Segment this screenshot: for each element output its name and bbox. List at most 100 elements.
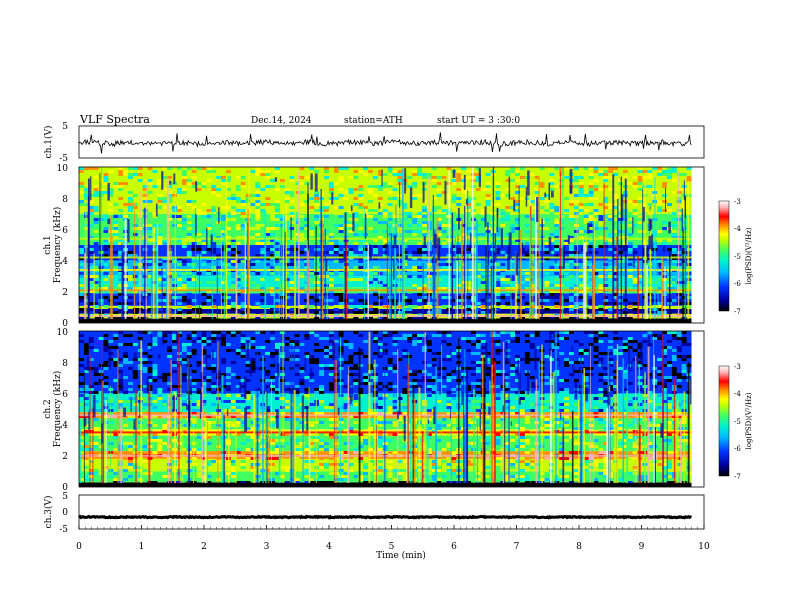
ch1-spectrogram-cell — [598, 167, 604, 170]
ch1-spectrogram-cell — [515, 299, 520, 302]
ch2-spectrogram-cell — [211, 385, 217, 388]
ch1-spectrogram-cell — [226, 170, 231, 173]
ch1-spectrogram-cell — [495, 287, 501, 290]
ch1-spectrogram-cell — [324, 293, 329, 296]
ch2-spectrogram-cell — [676, 403, 682, 406]
ch1-spectrogram-cell — [79, 257, 84, 260]
ch1-spectrogram-cell — [358, 197, 364, 200]
ch1-spectrogram-cell — [181, 260, 187, 263]
ch1-spectrogram-cell — [88, 311, 94, 314]
ch2-spectrogram-cell — [216, 364, 222, 367]
ch1-spectrogram-cell — [681, 173, 687, 176]
ch1-spectrogram-cell — [235, 278, 241, 281]
ch1-spectrogram-cell — [534, 182, 540, 185]
ch2-spectrogram-cell — [93, 400, 99, 403]
ch2-spectrogram-cell — [564, 409, 569, 412]
ch1-spectrogram-cell — [363, 296, 369, 299]
ch2-spectrogram-cell — [436, 373, 442, 376]
ch1-spectrogram-cell — [177, 302, 182, 305]
ch1-spectrogram-cell — [128, 296, 133, 299]
ch2-spectrogram-cell — [98, 403, 104, 406]
ch1-spectrogram-cell — [422, 254, 427, 257]
ch1-spectrogram-cell — [206, 215, 212, 218]
ch1-spectrogram-sferic — [168, 180, 170, 323]
ch1-spectrogram-cell — [118, 239, 124, 242]
ch2-spectrogram-cell — [451, 397, 457, 400]
ch1-spectrogram-cell — [113, 185, 119, 188]
ch2-spectrogram-cell — [83, 367, 89, 370]
ch1-spectrogram-cell — [608, 239, 614, 242]
ch2-spectrogram-cell — [461, 340, 467, 343]
ch1-spectrogram-sferic — [677, 171, 680, 323]
ch1-spectrogram-quiet — [405, 255, 408, 260]
ch1-spectrogram-cell — [118, 176, 124, 179]
ch1-spectrogram-cell — [466, 194, 471, 197]
ch1-spectrogram-cell — [147, 230, 153, 233]
ch1-spectrogram-cell — [294, 296, 300, 299]
ch1-spectrogram-cell — [255, 170, 261, 173]
ch1-spectrogram-cell — [162, 215, 168, 218]
ch2-spectrogram-cell — [324, 334, 329, 337]
ch1-spectrogram-cell — [108, 203, 114, 206]
ch1-spectrogram-cell — [152, 266, 158, 269]
ch2-spectrogram-cell — [172, 370, 177, 373]
ch2-spectrogram-cell — [363, 385, 369, 388]
ch1-spectrogram-cell — [270, 218, 275, 221]
ch2-spectrogram-cell — [505, 373, 511, 376]
ch1-spectrogram-cell — [324, 215, 329, 218]
ch1-spectrogram-cell — [177, 257, 182, 260]
ch1-spectrogram-cell — [250, 191, 256, 194]
ch1-spectrogram-cell — [113, 224, 119, 227]
ch2-spectrogram-cell — [603, 415, 609, 418]
ch2-spectrogram-cell — [412, 376, 418, 379]
ch1-spectrogram-cell — [162, 308, 168, 311]
ch1-spectrogram-sferic — [494, 215, 497, 323]
ch2-spectrogram-cell — [544, 388, 550, 391]
ch1-spectrogram-cell — [608, 215, 614, 218]
ch2-spectrogram-cell — [221, 400, 226, 403]
ch2-spectrogram-cell — [142, 358, 148, 361]
ch2-spectrogram-cell — [230, 403, 236, 406]
ch1-spectrogram-cell — [588, 191, 594, 194]
ch2-spectrogram-cell — [93, 418, 99, 421]
ch1-spectrogram-cell — [255, 233, 261, 236]
ch1-spectrogram-cell — [113, 203, 119, 206]
ch1-spectrogram-cell — [118, 302, 124, 305]
ch1-spectrogram-cell — [618, 245, 623, 248]
ch1-spectrogram-sferic — [386, 223, 388, 323]
ch1-spectrogram-cell — [221, 218, 226, 221]
ch2-spectrogram-cell — [270, 352, 275, 355]
ch2-spectrogram-cell — [245, 406, 251, 409]
ch2-spectrogram-cell — [608, 361, 614, 364]
ch1-spectrogram-cell — [671, 272, 677, 275]
ch1-spectrogram-cell — [573, 284, 579, 287]
ch2-spectrogram-cell — [578, 349, 584, 352]
ch1-spectrogram-cell — [671, 224, 677, 227]
ch1-spectrogram-cell — [510, 212, 516, 215]
ch1-spectrogram-cell — [279, 296, 285, 299]
ch1-spectrogram-cell — [289, 251, 295, 254]
ch1-spectrogram-cell — [510, 293, 516, 296]
ch1-spectrogram-cell — [353, 305, 359, 308]
ch2-spectrogram-cell — [417, 343, 422, 346]
ch2-spectrogram-cell — [132, 334, 138, 337]
ch1-spectrogram-cell — [598, 287, 604, 290]
ch1-spectrogram-cell — [377, 212, 383, 215]
ch2-spectrogram-cell — [196, 373, 202, 376]
ch2-spectrogram-cell — [632, 397, 638, 400]
ch1-spectrogram-yticks: 10 8 6 4 2 0 — [57, 164, 69, 329]
ch2-spectrogram-cell — [108, 343, 114, 346]
ch1-spectrogram-cell — [265, 305, 271, 308]
ch1-spectrogram-cell — [451, 275, 457, 278]
ch1-spectrogram-cell — [235, 239, 241, 242]
ch2-spectrogram-cell — [240, 340, 246, 343]
ch1-spectrogram-cell — [608, 272, 614, 275]
ch1-spectrogram-cell — [88, 257, 94, 260]
ch1-spectrogram-sferic — [432, 194, 434, 323]
ch1-waveform-line — [78, 132, 692, 154]
ch1-spectrogram-cell — [113, 317, 119, 320]
ch1-spectrogram-cell — [294, 293, 300, 296]
ch1-spectrogram-cell — [637, 221, 643, 224]
ch1-spectrogram-cell — [431, 224, 437, 227]
ch1-spectrogram-cell — [255, 191, 261, 194]
